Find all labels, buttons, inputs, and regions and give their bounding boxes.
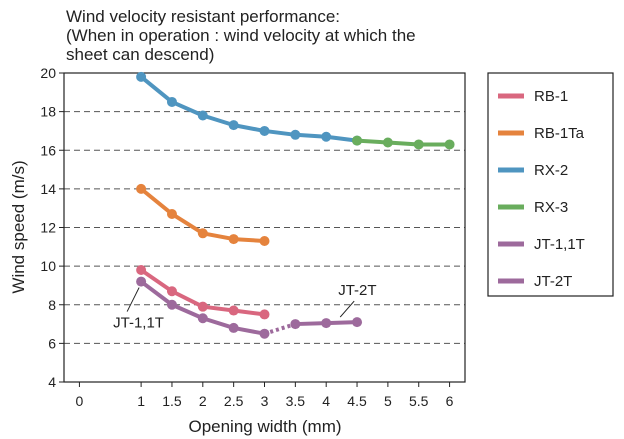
x-tick-label-4: 4 [322,393,330,409]
data-point-rx-2-4 [259,125,270,136]
data-point-rx-2-2 [197,110,208,121]
data-point-rx-2-0 [136,71,147,82]
x-axis-ticks: 0 1 1.5 2 2.5 3 3.5 4 4.5 5 5.5 6 [76,382,454,409]
x-tick-label-3: 3 [261,393,269,409]
x-tick-label-2.5: 2.5 [224,393,244,409]
data-point-jt-1-1t-4 [259,328,270,339]
data-point-jt-1-1t-2 [197,313,208,324]
series-line-rx-2 [139,74,360,143]
x-tick-label-5.5: 5.5 [409,393,429,409]
data-point-rb-1ta-4 [259,236,270,247]
title-line-3: sheet can descend) [66,45,214,64]
data-point-rx-3-2 [413,139,424,150]
grid-lines [64,111,465,344]
x-tick-label-6: 6 [446,393,454,409]
series-jt-1-1t [136,276,270,339]
series-jt-2t [290,317,363,330]
y-tick-label-16: 16 [40,142,56,158]
title-line-2: (When in operation : wind velocity at wh… [66,26,416,45]
legend-label-rx-3: RX-3 [534,199,568,216]
data-point-jt-2t-1 [321,318,332,329]
y-tick-label-20: 20 [40,65,56,81]
x-tick-label-1.5: 1.5 [162,393,182,409]
data-point-rb-1ta-2 [197,228,208,239]
chart-title: Wind velocity resistant performance: (Wh… [66,7,416,64]
legend-label-rb-1ta: RB-1Ta [534,125,585,142]
connector-line-jt [263,322,296,336]
y-tick-label-4: 4 [48,374,56,390]
data-point-rb-1-2 [197,301,208,312]
data-point-jt-2t-2 [352,317,363,328]
data-point-rb-1-1 [166,286,177,297]
y-tick-label-10: 10 [40,258,56,274]
x-tick-label-5: 5 [384,393,392,409]
y-axis-label: Wind speed (m/s) [9,160,28,293]
data-point-rx-2-3 [228,120,239,131]
series-lines [136,71,455,339]
x-tick-label-1: 1 [137,393,145,409]
annotations: JT-1,1T JT-2T [113,282,376,331]
legend-label-rb-1: RB-1 [534,88,568,105]
x-tick-label-2: 2 [199,393,207,409]
series-rx-2 [136,71,363,146]
data-point-jt-2t-0 [290,319,301,330]
data-point-rx-3-1 [382,137,393,148]
y-tick-label-8: 8 [48,297,56,313]
legend-label-jt-1-1t: JT-1,1T [534,236,585,253]
series-rx-3 [352,135,455,150]
data-point-jt-1-1t-0 [136,276,147,287]
y-tick-label-6: 6 [48,335,56,351]
legend-box [487,72,614,297]
data-point-rb-1-0 [136,264,147,275]
data-point-rb-1-4 [259,309,270,320]
annotation-leader-jt-1-1t [126,287,140,312]
data-point-rb-1ta-3 [228,234,239,245]
data-point-rx-2-1 [166,96,177,107]
series-rb-1 [136,264,270,320]
y-axis-ticks: 4 6 8 10 12 14 16 18 20 [40,65,64,390]
data-point-rb-1ta-0 [136,183,147,194]
x-tick-label-3.5: 3.5 [286,393,306,409]
annotation-jt-1-1t: JT-1,1T [113,315,164,332]
legend-label-jt-2t: JT-2T [534,273,572,290]
data-point-jt-1-1t-3 [228,322,239,333]
data-point-rx-3-0 [352,135,363,146]
y-tick-label-18: 18 [40,104,56,120]
annotation-leader-jt-2t [339,300,355,318]
series-rb-1ta [136,183,270,247]
y-tick-label-14: 14 [40,181,56,197]
x-axis-label: Opening width (mm) [188,417,341,436]
legend-label-rx-2: RX-2 [534,162,568,179]
annotation-jt-2t: JT-2T [338,282,376,299]
x-tick-label-0: 0 [76,393,84,409]
data-point-rx-2-5 [290,129,301,140]
legend: RB-1 RB-1Ta RX-2 RX-3 JT-1,1T JT-2T [487,72,614,297]
y-tick-label-12: 12 [40,220,56,236]
data-point-jt-1-1t-1 [166,299,177,310]
title-line-1: Wind velocity resistant performance: [66,7,340,26]
data-point-rx-3-3 [444,139,455,150]
x-tick-label-4.5: 4.5 [347,393,367,409]
data-point-rx-2-6 [321,131,332,142]
data-point-rb-1-3 [228,305,239,316]
data-point-rb-1ta-1 [166,208,177,219]
series-line-rx-3 [355,138,452,147]
